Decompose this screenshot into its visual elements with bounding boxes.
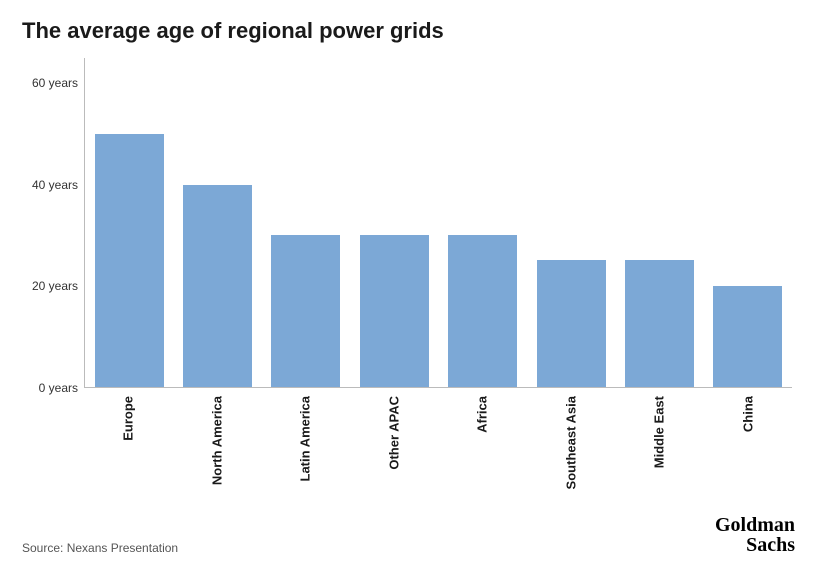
goldman-sachs-logo: Goldman Sachs (715, 515, 795, 555)
bar-slot (615, 58, 703, 387)
chart-container: The average age of regional power grids … (0, 0, 817, 569)
bar-slot (262, 58, 350, 387)
x-tick-label: Southeast Asia (563, 396, 578, 489)
x-tick-label: China (740, 396, 755, 432)
bar (448, 235, 517, 387)
x-tick-label: Africa (475, 396, 490, 433)
y-tick-label: 60 years (32, 76, 78, 90)
bar (625, 260, 694, 387)
bar (271, 235, 340, 387)
bar-slot (527, 58, 615, 387)
bar-slot (173, 58, 261, 387)
chart-title: The average age of regional power grids (22, 18, 795, 44)
y-tick-label: 20 years (32, 279, 78, 293)
y-axis: 0 years20 years40 years60 years (22, 58, 84, 388)
bar-slot (350, 58, 438, 387)
x-tick-label: Other APAC (386, 396, 401, 470)
logo-line-2: Sachs (715, 535, 795, 555)
x-tick-label: North America (209, 396, 224, 485)
bar (537, 260, 606, 387)
x-tick-label: Europe (121, 396, 136, 441)
bar-slot (704, 58, 792, 387)
x-tick-label: Middle East (652, 396, 667, 468)
bar (95, 134, 164, 387)
chart-area: 0 years20 years40 years60 years EuropeNo… (22, 58, 792, 418)
bar-slot (85, 58, 173, 387)
footer: Source: Nexans Presentation Goldman Sach… (22, 515, 795, 555)
plot-region (84, 58, 792, 388)
bars-group (85, 58, 792, 387)
logo-line-1: Goldman (715, 515, 795, 535)
bar (183, 185, 252, 387)
bar (713, 286, 782, 387)
source-text: Source: Nexans Presentation (22, 541, 178, 555)
x-tick-label: Latin America (298, 396, 313, 482)
y-tick-label: 40 years (32, 178, 78, 192)
bar (360, 235, 429, 387)
bar-slot (439, 58, 527, 387)
y-tick-label: 0 years (39, 381, 78, 395)
